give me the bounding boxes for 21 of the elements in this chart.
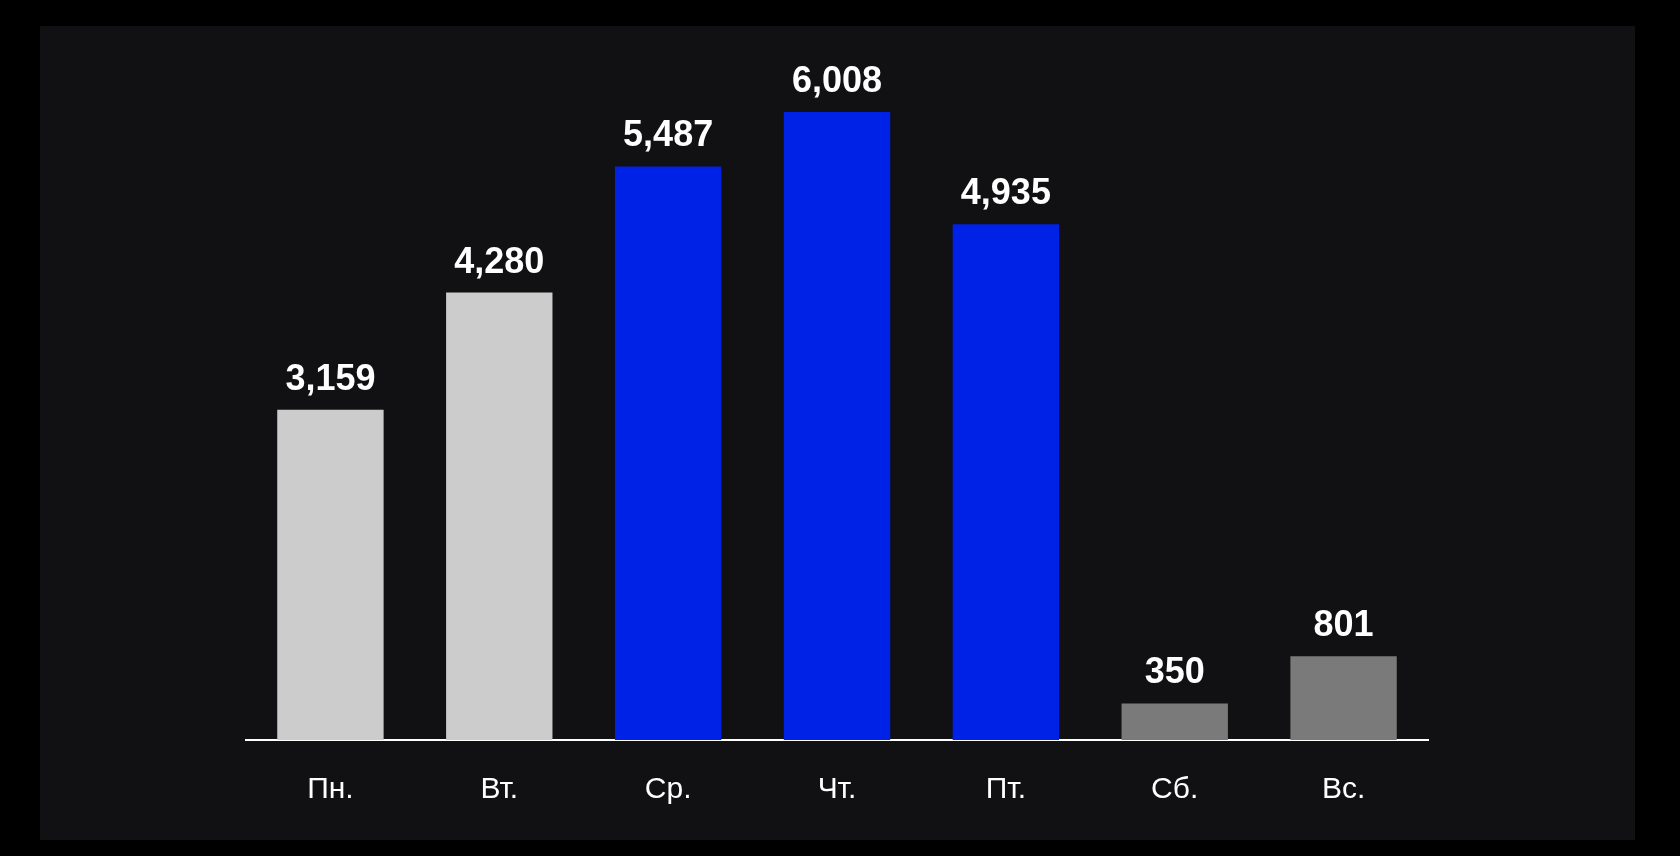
data-label: 350 [1144, 650, 1205, 692]
data-label: 3,159 [285, 356, 376, 398]
data-label: 4,935 [960, 171, 1051, 213]
bar [952, 224, 1060, 740]
bar [614, 166, 722, 740]
bar [1121, 703, 1228, 740]
data-label: 4,280 [454, 239, 545, 281]
x-tick-label: Сб. [1151, 771, 1199, 805]
bar [446, 292, 553, 740]
bar [1290, 656, 1397, 740]
bar [277, 409, 384, 740]
data-label: 6,008 [791, 58, 883, 100]
x-tick-label: Ср. [644, 771, 692, 805]
bar [783, 112, 891, 740]
x-tick-label: Вт. [480, 771, 519, 805]
x-tick-label: Пт. [985, 771, 1027, 805]
data-label: 801 [1313, 603, 1374, 645]
x-tick-label: Пн. [307, 771, 354, 805]
x-tick-label: Вс. [1321, 771, 1366, 805]
x-tick-label: Чт. [817, 771, 857, 805]
data-label: 5,487 [623, 113, 714, 155]
